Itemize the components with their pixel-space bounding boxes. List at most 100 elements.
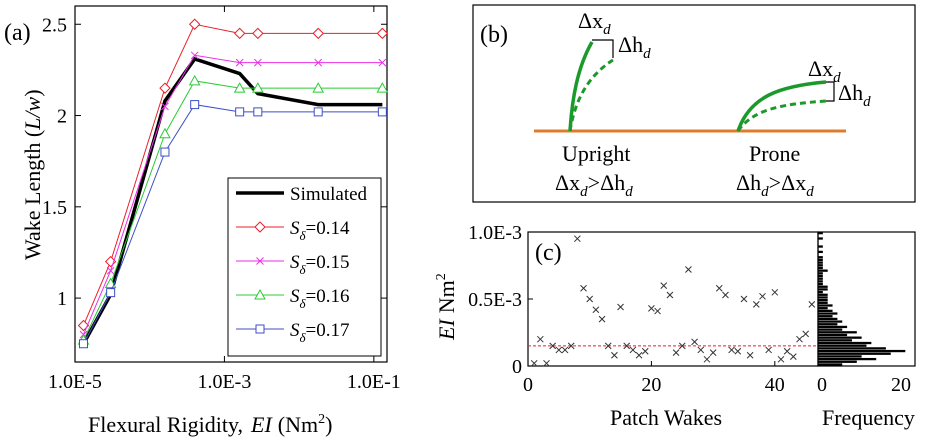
histogram-bar: [818, 336, 862, 339]
series-line-0: [81, 56, 383, 345]
scatter-points: [530, 235, 816, 367]
panel-a-ylabel: Wake Length (L/w): [20, 89, 45, 260]
panel-b-frame: [472, 4, 916, 203]
panel-c: (c) 0 0.5E-3 1.0E-3 0 20 40 0 20 EINm2 Patch …: [434, 222, 916, 430]
series-line-2: [83, 54, 383, 335]
histogram-bars: [818, 232, 906, 366]
scatter-point: [641, 347, 649, 355]
histogram-bar: [818, 269, 828, 272]
histogram-bar: [818, 333, 848, 337]
prone-condition: Δhd>Δxd: [736, 170, 814, 200]
panel-c-ylabel: EINm2: [434, 273, 459, 341]
histogram-bar: [818, 309, 833, 312]
histogram-bar: [818, 328, 843, 331]
scatter-point: [746, 351, 754, 359]
histogram-bar: [818, 293, 828, 296]
series-1-point: [233, 27, 246, 40]
series-1-point: [312, 27, 324, 40]
hist-x-tick-label: 0: [817, 374, 827, 396]
scatter-point: [629, 346, 637, 354]
scatter-point: [536, 335, 544, 343]
panel-a-series: [77, 18, 389, 349]
prone-label: Prone: [749, 141, 800, 166]
histogram-bar: [818, 307, 828, 310]
prone-blade-solid: [736, 80, 827, 132]
scatter-point: [734, 347, 742, 355]
series-2-point: [253, 58, 262, 67]
series-4-point: [235, 107, 245, 117]
series-3-point: [233, 82, 246, 93]
series-4-point: [377, 107, 387, 117]
series-4-point: [253, 107, 263, 117]
prone-delta-bracket: [826, 81, 835, 102]
hist-x-tick-label: 20: [891, 374, 911, 396]
panel-a-x-ticks: 1.0E-5 1.0E-3 1.0E-1: [48, 6, 401, 393]
histogram-bar: [818, 363, 843, 366]
panel-b-label: (b): [480, 22, 508, 48]
y-tick-label: 2: [57, 106, 67, 128]
histogram-bar: [818, 317, 838, 321]
scatter-point: [604, 342, 612, 350]
x-tick-label: 40: [765, 374, 785, 396]
histogram-bar: [818, 339, 852, 342]
series-2-point: [190, 51, 199, 60]
series-line-3: [83, 80, 383, 341]
panel-a-frame: [74, 5, 388, 363]
series-4-point: [79, 339, 89, 349]
scatter-point: [765, 346, 772, 354]
series-1-point: [159, 82, 171, 94]
panel-c-hist-xlabel: Frequency: [822, 405, 915, 430]
scatter-point: [555, 346, 563, 354]
scatter-point: [777, 355, 785, 363]
histogram-bar: [818, 325, 848, 329]
histogram-bar: [818, 341, 872, 345]
prone-dh-label: Δhd: [838, 80, 871, 110]
scatter-point: [660, 282, 668, 289]
series-4-point: [160, 147, 170, 157]
panel-a: (a) 1 1.5 2 2.5 1.0E-5 1.0E-3 1.0E-1 Wake Len…: [4, 5, 401, 437]
histogram-bar: [818, 323, 838, 326]
legend-label: Sδ=0.14: [290, 218, 350, 243]
scatter-point: [808, 301, 816, 308]
x-tick-label: 0: [523, 374, 533, 396]
y-tick-label: 1.5: [42, 197, 67, 219]
scatter-point: [617, 303, 624, 311]
panel-a-xlabel: Flexural Rigidity, EI (Nm2): [88, 412, 332, 437]
scatter-point: [598, 315, 606, 323]
series-1-point: [188, 18, 201, 30]
x-tick-label: 20: [641, 374, 661, 396]
scatter-point: [678, 342, 686, 350]
scatter-point: [752, 301, 760, 308]
histogram-bar: [818, 237, 823, 240]
histogram-bar: [818, 264, 823, 267]
histogram-bar: [818, 280, 823, 283]
panel-b: (b) Δxd Δhd Δxd Δhd Upright Δxd>Δhd Pron…: [472, 4, 916, 203]
scatter-point: [530, 359, 538, 367]
histogram-bar: [818, 245, 823, 248]
series-2-point: [378, 58, 387, 67]
scatter-point: [635, 351, 643, 359]
scatter-point: [783, 347, 791, 355]
legend-label: Simulated: [290, 184, 368, 205]
series-1-point: [376, 27, 389, 40]
series-1-point: [252, 27, 264, 40]
panel-c-xlabel: Patch Wakes: [610, 405, 722, 430]
scatter-point: [567, 342, 575, 350]
scatter-point: [561, 346, 569, 354]
scatter-point: [796, 335, 803, 343]
scatter-point: [685, 266, 692, 273]
legend-entries: Simulated Sδ=0.14 Sδ=0.15 Sδ=0.16 Sδ=0.17: [236, 184, 368, 345]
histogram-bar: [818, 347, 886, 350]
x-tick-label: 1.0E-3: [197, 371, 251, 393]
legend-marker: [254, 221, 266, 233]
histogram-bar: [818, 272, 823, 275]
histogram-bar: [818, 266, 823, 270]
y-tick-label: 2.5: [42, 14, 67, 36]
histogram-bar: [818, 232, 823, 235]
histogram-bar: [818, 282, 823, 286]
scatter-point: [715, 284, 723, 292]
series-3-point: [188, 74, 201, 86]
histogram-bar: [818, 258, 823, 262]
histogram-bar: [818, 274, 823, 278]
upright-dh-label: Δhd: [618, 32, 651, 62]
